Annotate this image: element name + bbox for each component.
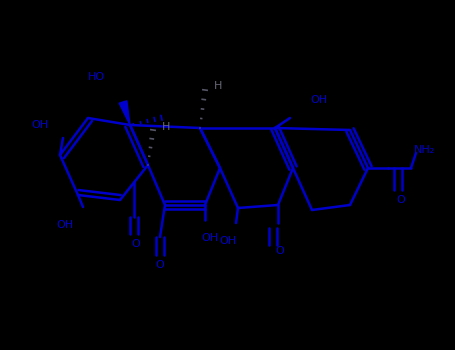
Text: OH: OH	[56, 220, 74, 230]
Text: OH: OH	[31, 120, 48, 130]
Text: O: O	[276, 246, 284, 256]
Text: H: H	[214, 81, 222, 91]
Text: O: O	[131, 239, 141, 249]
Text: OH: OH	[219, 236, 237, 246]
Text: OH: OH	[310, 95, 327, 105]
Text: O: O	[397, 195, 405, 205]
Text: O: O	[156, 260, 164, 270]
Text: NH₂: NH₂	[414, 145, 435, 155]
Text: HO: HO	[88, 72, 105, 82]
Text: OH: OH	[202, 233, 218, 243]
Text: H: H	[162, 122, 170, 132]
Polygon shape	[119, 101, 130, 125]
